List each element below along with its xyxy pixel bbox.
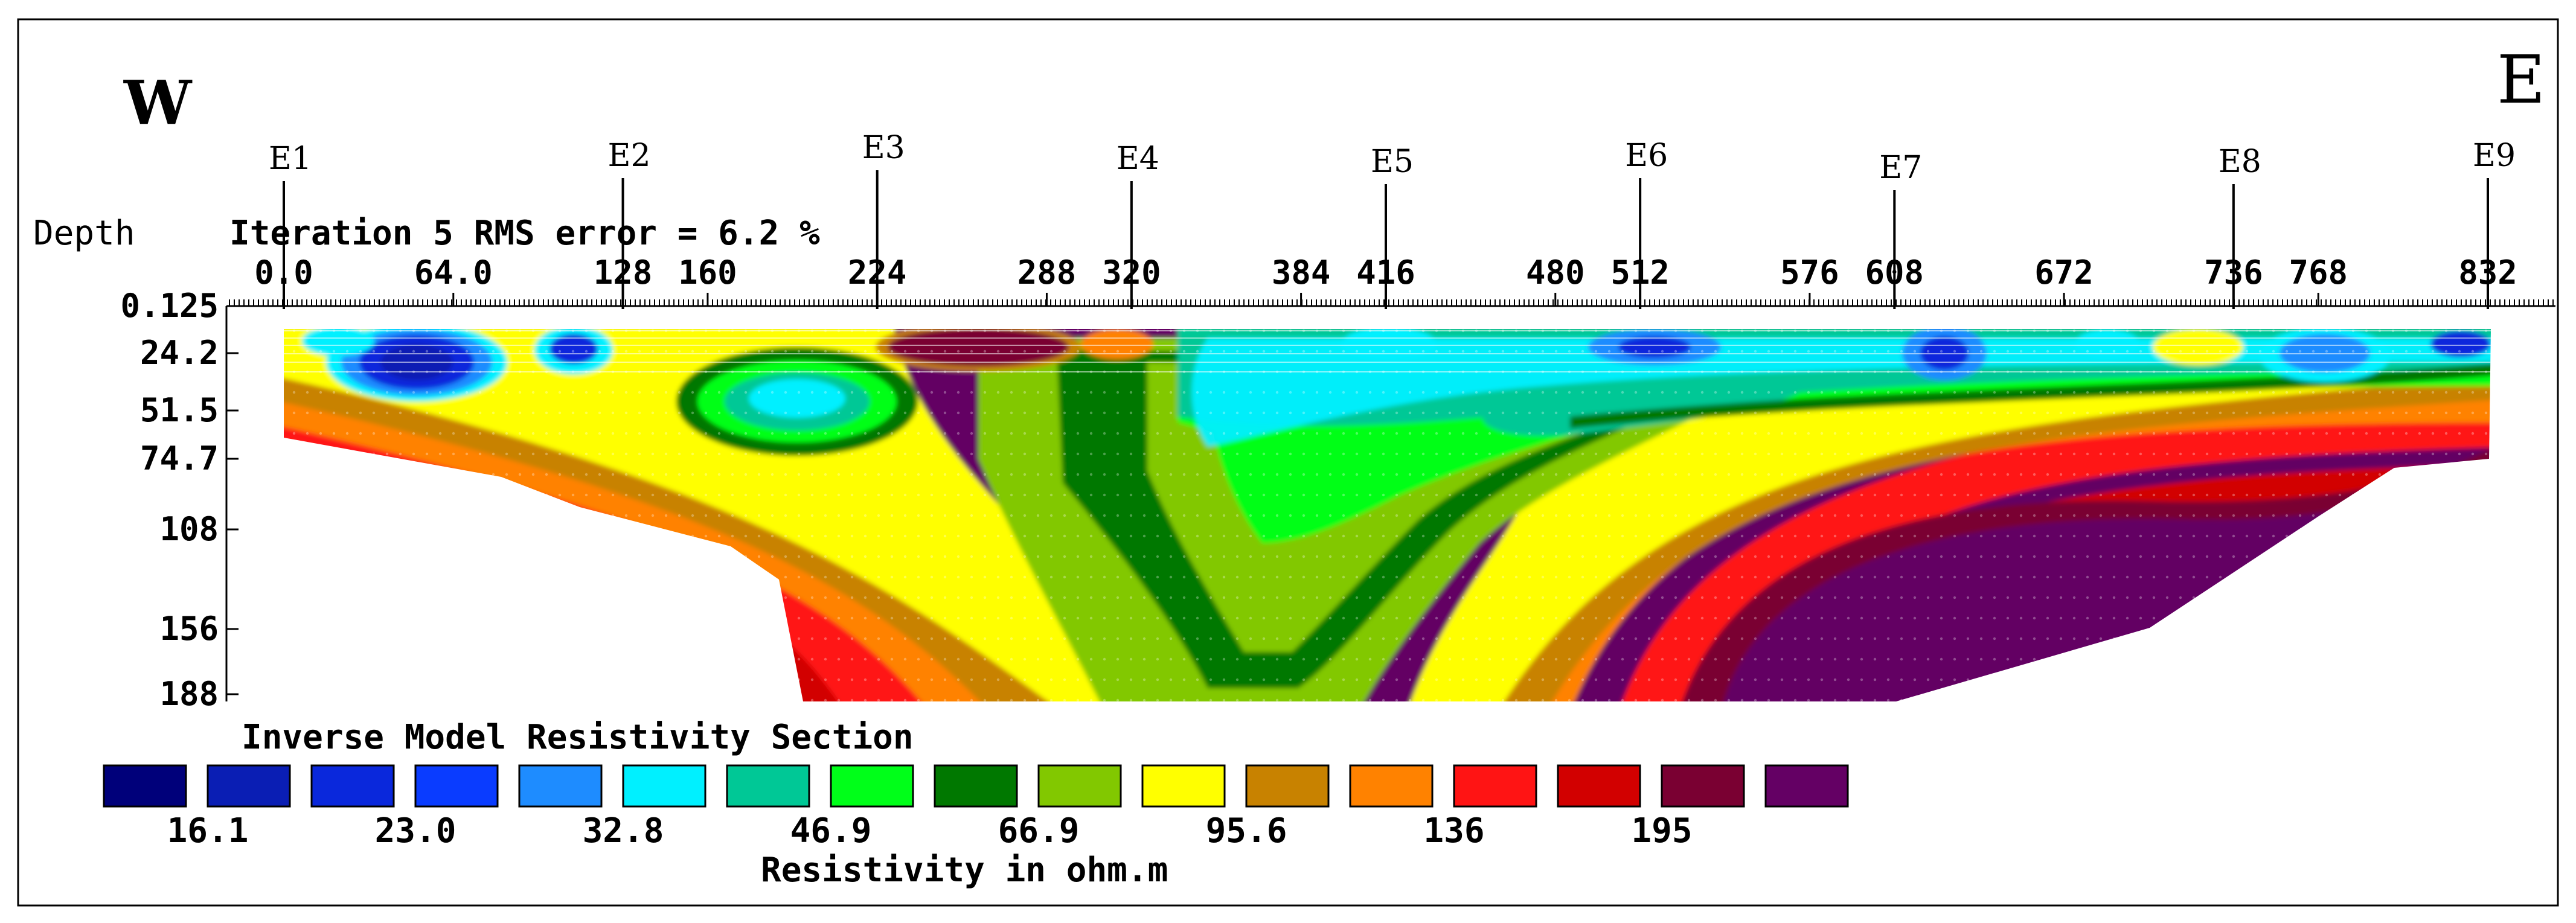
colorbar-swatch bbox=[414, 764, 499, 808]
depth-axis: 0.125 24.2 51.5 74.7 108 156 188 bbox=[120, 287, 239, 713]
colorbar-swatch bbox=[830, 764, 914, 808]
colorbar-swatch bbox=[1661, 764, 1745, 808]
colorbar-swatch bbox=[1453, 764, 1537, 808]
electrode-label: E4 bbox=[1117, 141, 1159, 177]
colorbar bbox=[103, 764, 1849, 808]
colorbar-tick-label: 23.0 bbox=[375, 811, 457, 851]
x-tick-label: 0.0 bbox=[254, 254, 313, 292]
depth-tick-label: 108 bbox=[159, 510, 219, 548]
depth-tick-label: 188 bbox=[159, 675, 219, 713]
colorbar-tick-label: 195 bbox=[1631, 811, 1692, 851]
colorbar-tick-label: 46.9 bbox=[790, 811, 872, 851]
colorbar-tick-label: 32.8 bbox=[583, 811, 664, 851]
electrode-label: E8 bbox=[2219, 144, 2261, 180]
colorbar-tick-label: 95.6 bbox=[1206, 811, 1287, 851]
electrode-label: E1 bbox=[269, 141, 312, 177]
x-tick-label: 320 bbox=[1102, 254, 1161, 292]
depth-tick-label: 74.7 bbox=[140, 439, 219, 477]
iteration-text: Iteration 5 RMS error = 6.2 % bbox=[229, 214, 820, 253]
colorbar-tick-label: 136 bbox=[1423, 811, 1484, 851]
x-tick-label: 160 bbox=[678, 254, 737, 292]
electrode-label: E6 bbox=[1625, 138, 1668, 174]
colorbar-label: Resistivity in ohm.m bbox=[761, 851, 1168, 890]
x-tick-label: 768 bbox=[2289, 254, 2348, 292]
chart-title: Inverse Model Resistivity Section bbox=[242, 718, 914, 757]
colorbar-swatch bbox=[622, 764, 706, 808]
west-label: W bbox=[123, 67, 193, 138]
depth-label: Depth bbox=[33, 214, 135, 253]
east-label: E bbox=[2497, 41, 2545, 118]
colorbar-swatch bbox=[1764, 764, 1849, 808]
electrode-markers: E1 E2 E3 E4 E5 E6 E7 E8 E9 bbox=[269, 130, 2516, 309]
x-tick-label: 128 bbox=[594, 254, 653, 292]
electrode-label: E9 bbox=[2473, 138, 2516, 174]
depth-tick-label: 0.125 bbox=[120, 287, 219, 325]
colorbar-swatch bbox=[1557, 764, 1641, 808]
x-tick-label: 288 bbox=[1017, 254, 1077, 292]
x-tick-label: 480 bbox=[1526, 254, 1585, 292]
colorbar-swatch bbox=[1037, 764, 1122, 808]
electrode-label: E2 bbox=[608, 138, 651, 174]
depth-tick-label: 156 bbox=[159, 610, 219, 648]
x-axis: 0.0 64.0 128 160 224 288 320 384 416 480 512 576 608… bbox=[226, 254, 2555, 307]
colorbar-swatch bbox=[1245, 764, 1330, 808]
colorbar-swatch bbox=[934, 764, 1018, 808]
colorbar-swatch bbox=[726, 764, 810, 808]
x-tick-label: 576 bbox=[1780, 254, 1839, 292]
depth-tick-label: 24.2 bbox=[140, 334, 219, 372]
colorbar-swatch bbox=[310, 764, 395, 808]
x-tick-label: 512 bbox=[1610, 254, 1670, 292]
colorbar-swatch bbox=[207, 764, 291, 808]
electrode-label: E3 bbox=[862, 130, 905, 166]
x-tick-label: 384 bbox=[1272, 254, 1331, 292]
electrode-label: E5 bbox=[1371, 144, 1414, 180]
x-tick-label: 672 bbox=[2034, 254, 2094, 292]
x-tick-label: 736 bbox=[2204, 254, 2263, 292]
colorbar-tick-label: 16.1 bbox=[167, 811, 249, 851]
colorbar-tick-label: 66.9 bbox=[998, 811, 1080, 851]
x-tick-label: 832 bbox=[2458, 254, 2517, 292]
colorbar-swatch bbox=[103, 764, 187, 808]
x-tick-label: 416 bbox=[1356, 254, 1415, 292]
x-tick-label: 608 bbox=[1865, 254, 1924, 292]
x-tick-label: 64.0 bbox=[414, 254, 493, 292]
x-tick-label: 224 bbox=[848, 254, 907, 292]
colorbar-swatch bbox=[1141, 764, 1226, 808]
colorbar-swatch bbox=[518, 764, 603, 808]
colorbar-ticks: 16.1 23.0 32.8 46.9 66.9 95.6 136 195 bbox=[167, 811, 1693, 851]
electrode-label: E7 bbox=[1879, 150, 1922, 186]
colorbar-swatch bbox=[1349, 764, 1434, 808]
depth-tick-label: 51.5 bbox=[140, 391, 219, 429]
